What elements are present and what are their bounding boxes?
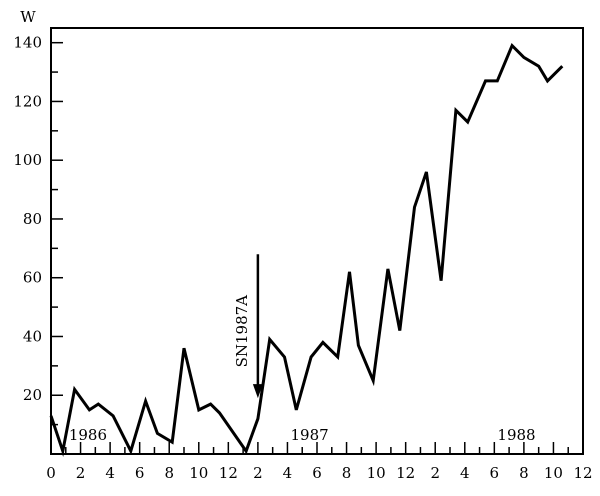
y-tick-label: 120 (13, 92, 42, 110)
year-label: 1986 (69, 426, 107, 444)
y-axis-unit-label: W (20, 8, 36, 26)
x-tick-label: 4 (460, 464, 470, 482)
x-tick-label: 8 (519, 464, 529, 482)
y-tick-label: 20 (23, 386, 42, 404)
sn1987a-annotation: SN1987A (233, 254, 263, 399)
y-tick-label: 80 (23, 210, 42, 228)
x-tick-label: 4 (283, 464, 293, 482)
x-tick-label: 6 (135, 464, 145, 482)
series-line (49, 42, 564, 458)
x-tick-label: 2 (253, 464, 263, 482)
x-tick-label: 10 (367, 464, 386, 482)
x-tick-label: 12 (573, 464, 592, 482)
axis-ticks (50, 41, 584, 454)
x-tick-label: 0 (46, 464, 56, 482)
annotation-label: SN1987A (233, 295, 251, 368)
x-tick-label: 2 (76, 464, 86, 482)
year-label: 1988 (497, 426, 535, 444)
x-tick-label: 2 (430, 464, 440, 482)
x-tick-label: 12 (396, 464, 415, 482)
x-tick-label: 8 (342, 464, 352, 482)
x-tick-label: 10 (189, 464, 208, 482)
y-tick-label: 100 (13, 151, 42, 169)
annotation-arrow-head (252, 384, 263, 399)
year-labels: 1986 1987 1988 (69, 426, 536, 444)
x-tick-label: 6 (312, 464, 322, 482)
x-tick-label: 10 (544, 464, 563, 482)
x-tick-label: 6 (490, 464, 500, 482)
x-tick-label: 8 (164, 464, 174, 482)
y-tick-label: 60 (23, 269, 42, 287)
x-tick-label: 4 (105, 464, 115, 482)
year-label: 1987 (291, 426, 329, 444)
x-tick-label: 12 (219, 464, 238, 482)
y-tick-label: 140 (13, 34, 42, 52)
plot-frame (50, 27, 584, 455)
tick-labels: 0 2 4 6 8 10 12 2 4 6 8 10 12 2 4 6 8 10 12 20 40 60 80 100 120 1… (13, 34, 592, 482)
y-tick-label: 40 (23, 327, 42, 345)
